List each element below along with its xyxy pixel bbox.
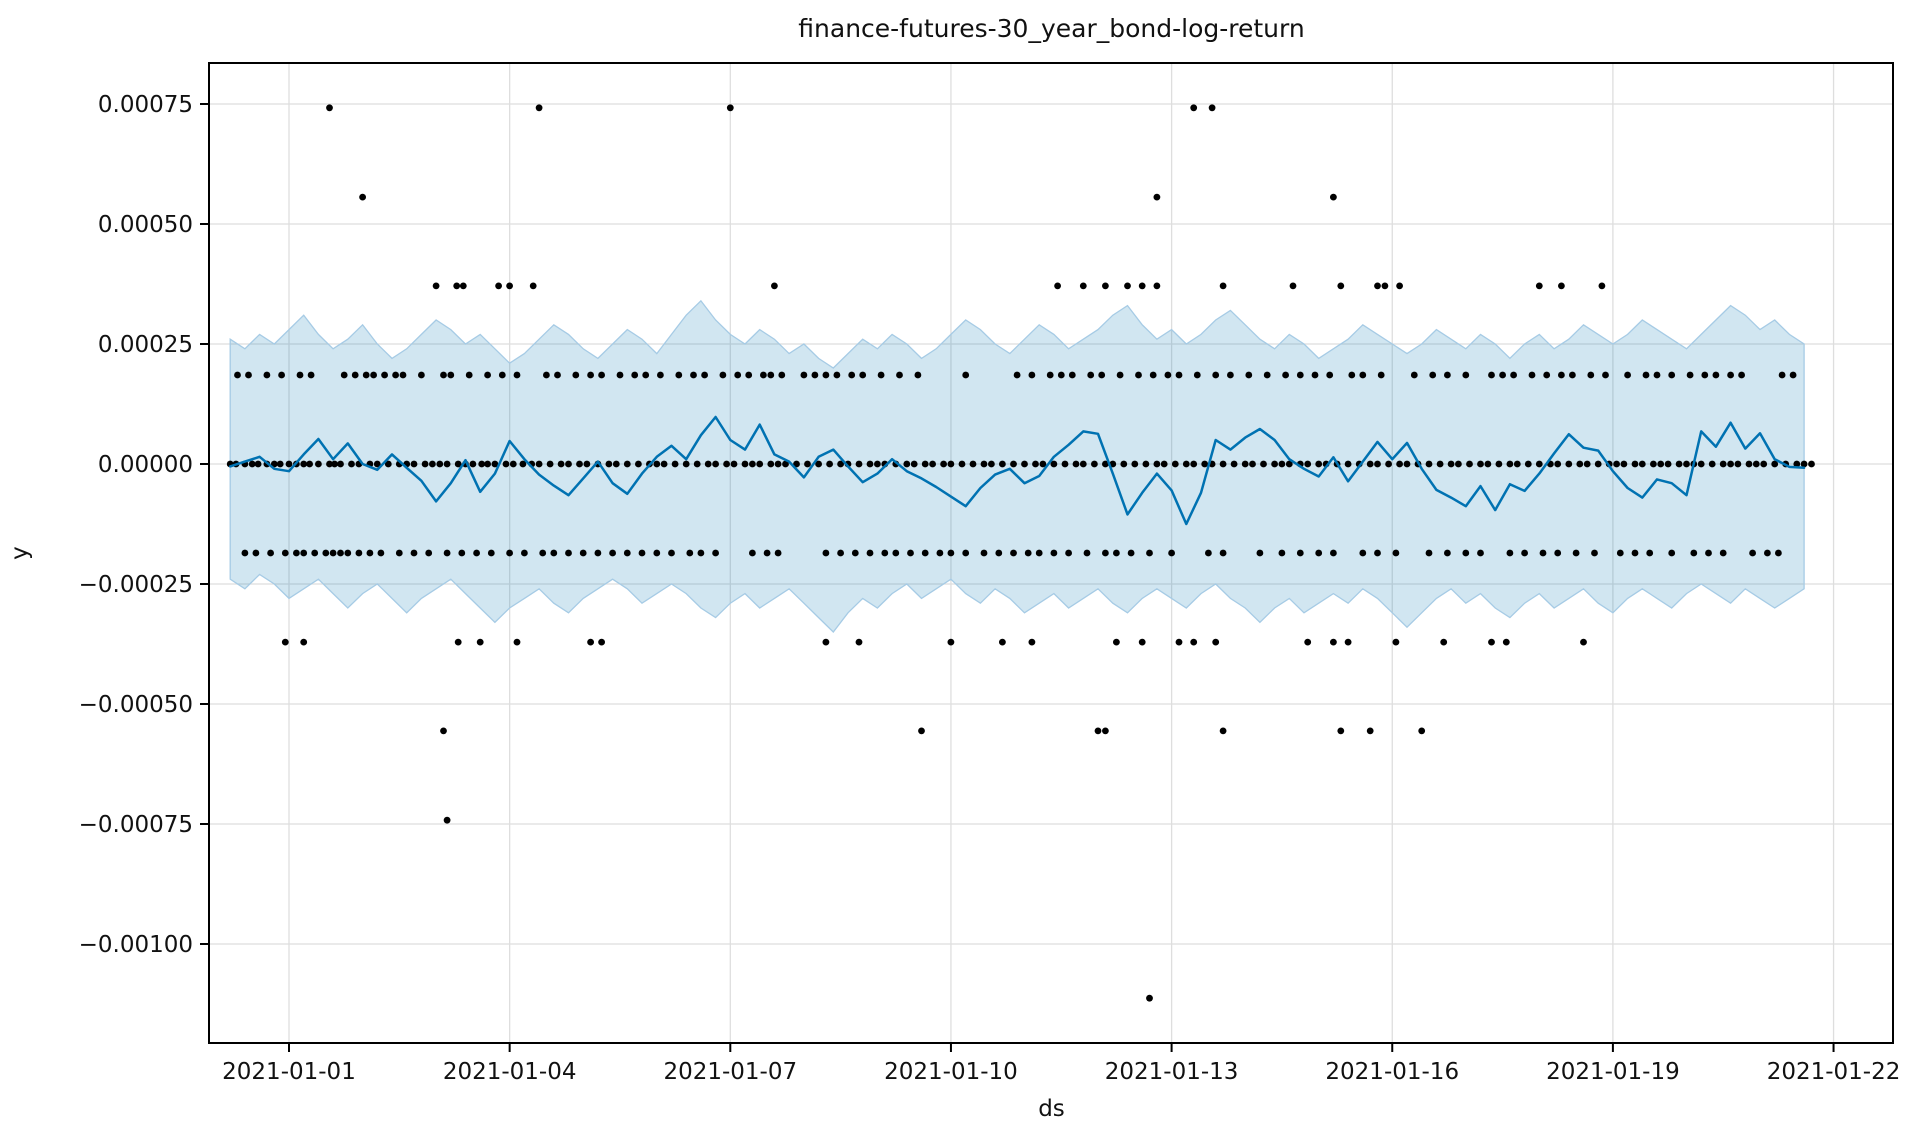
scatter-points — [226, 104, 1815, 1002]
y-tick-label: 0.00075 — [98, 92, 193, 118]
x-tick-label: 2021-01-01 — [222, 1059, 356, 1085]
x-tick-label: 2021-01-16 — [1325, 1059, 1459, 1085]
page-title: finance-futures-30_year_bond-log-return — [798, 14, 1305, 43]
yhat-line — [228, 415, 1806, 526]
uncertainty-band — [229, 299, 1805, 633]
x-tick-label: 2021-01-19 — [1546, 1059, 1680, 1085]
y-tick-label: 0.00025 — [98, 332, 193, 358]
y-axis-label: y — [6, 546, 33, 560]
axes-frame — [208, 62, 1894, 1044]
x-tick-label: 2021-01-07 — [663, 1059, 797, 1085]
y-tick-label: −0.00025 — [79, 572, 193, 598]
y-tick-label: −0.00100 — [79, 932, 193, 958]
x-axis-label: ds — [1038, 1096, 1065, 1122]
y-tick-label: 0.00000 — [98, 452, 193, 478]
y-tick-label: −0.00050 — [79, 692, 193, 718]
axis-ticks — [200, 103, 1835, 1052]
y-tick-label: 0.00050 — [98, 212, 193, 238]
y-tick-label: −0.00075 — [79, 812, 193, 838]
x-tick-label: 2021-01-13 — [1105, 1059, 1239, 1085]
x-tick-label: 2021-01-10 — [884, 1059, 1018, 1085]
x-tick-label: 2021-01-04 — [443, 1059, 577, 1085]
x-tick-label: 2021-01-22 — [1767, 1059, 1901, 1085]
axis-tick-labels: 2021-01-01 2021-01-04 2021-01-07 2021-01-10… — [79, 92, 1901, 1085]
